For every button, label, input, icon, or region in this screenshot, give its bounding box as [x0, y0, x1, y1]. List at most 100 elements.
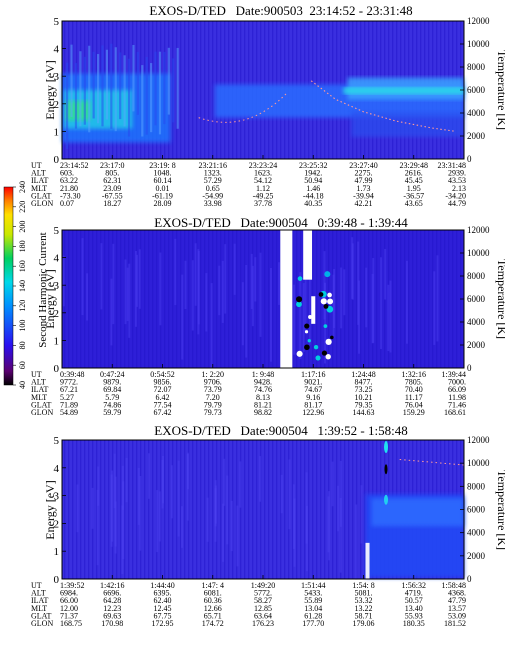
spectrogram-stripe: [206, 497, 209, 542]
spectrogram-stripe: [214, 480, 217, 527]
ephemeris-cell: 9021.: [304, 378, 322, 387]
spectrogram-stripe: [137, 467, 140, 525]
spectrogram-stripe: [236, 505, 239, 567]
ephemeris-cell: 1:24:48: [351, 370, 375, 379]
y-tick-label: 1: [54, 335, 60, 347]
spectrogram-sweep: [352, 440, 354, 579]
spectrogram-burst: [384, 464, 388, 475]
y-tick-label: 3: [54, 280, 60, 292]
y-tick-label: 3: [54, 491, 60, 503]
spectrogram-sweep: [432, 230, 434, 368]
spectrogram-stripe: [101, 45, 104, 127]
spectrogram-sweep: [312, 440, 314, 579]
spectrogram-sweep: [144, 230, 146, 368]
spectrogram-stripe: [79, 51, 82, 127]
spectrogram-sweep: [188, 440, 190, 579]
panel-3-y2-axis-label: Temperature [K]: [495, 470, 505, 550]
spectrogram-stripe: [184, 260, 187, 310]
spectrogram-stripe: [259, 456, 262, 502]
colorbar-tick-label: 120: [18, 300, 27, 312]
ephemeris-cell: 2275.: [355, 169, 373, 178]
temperature-curve: [399, 458, 465, 466]
spectrogram-stripe: [167, 47, 170, 115]
spectrogram-sweep: [320, 230, 322, 368]
ephemeris-cell: 0:54:52: [150, 370, 174, 379]
ephemeris-cell: 12.23: [103, 604, 121, 613]
ephemeris-cell: 6.42: [156, 393, 170, 402]
spectrogram-stripe: [128, 263, 131, 338]
spectrogram-stripe: [121, 465, 124, 510]
spectrogram-burst: [324, 271, 331, 278]
colorbar-tick-label: 160: [18, 260, 27, 272]
y-tick-label: 5: [54, 225, 60, 237]
spectrogram-sweep: [132, 230, 134, 368]
ephemeris-cell: 23:21:16: [199, 161, 227, 170]
spectrogram-sweep: [232, 440, 234, 579]
spectrogram-stripe: [162, 456, 165, 504]
spectrogram-stripe: [239, 461, 242, 508]
temperature-curve: [310, 80, 457, 132]
spectrogram-sweep: [424, 230, 426, 368]
spectrogram-stripe: [251, 265, 254, 327]
spectrogram-stripe: [124, 259, 127, 325]
spectrogram-sweep: [80, 230, 82, 368]
spectrogram-sweep: [168, 440, 170, 579]
ephemeris-cell: 9.16: [306, 393, 320, 402]
ephemeris-cell: 18.27: [103, 199, 121, 208]
spectrogram-stripe: [76, 484, 79, 533]
spectrogram-stripe: [127, 58, 131, 137]
spectrogram-sweep: [180, 230, 182, 368]
panel-2-axes: 0 1 2 3 4 5 0 2000 4000 6000 8000 10000 12000: [54, 225, 491, 375]
ephemeris-cell: 122.96: [302, 408, 324, 417]
panel-3-y-axis-label: Energy [eV]: [43, 480, 57, 539]
colorbar-label: Second Harmonic Current: [37, 232, 49, 347]
ephemeris-cell: -36.57: [403, 191, 424, 200]
ephemeris-row-label: UT: [31, 581, 42, 590]
spectrogram-sweep: [344, 440, 346, 579]
ephemeris-cell: 0:47:24: [100, 370, 124, 379]
ephemeris-cell: 13.40: [405, 604, 423, 613]
spectrogram-sweep: [204, 21, 206, 159]
spectrogram-sweep: [200, 440, 202, 579]
spectrogram-sweep: [316, 440, 318, 579]
spectrogram-stripe: [110, 43, 113, 129]
spectrogram-sweep: [204, 230, 206, 368]
panel-3-ephemeris-table: UT 1:39:52 1:42:16 1:44:40 1:47: 4 1:49:20 1:5…: [31, 581, 466, 628]
ephemeris-cell: 54.89: [60, 408, 78, 417]
spectrogram-sweep: [200, 21, 202, 159]
ephemeris-cell: 1:56:32: [402, 581, 426, 590]
ephemeris-cell: 170.98: [101, 619, 123, 628]
spectrogram-band: [351, 112, 464, 137]
ephemeris-cell: 47.79: [448, 596, 466, 605]
colorbar-tick-label: 80: [18, 341, 27, 349]
spectrogram-stripe: [293, 498, 296, 567]
spectrogram-burst: [313, 345, 319, 350]
ephemeris-cell: 1942.: [304, 169, 322, 178]
ephemeris-cell: 23:17:0: [100, 161, 124, 170]
ephemeris-cell: 23:23:24: [249, 161, 277, 170]
ephemeris-cell: 58.27: [254, 596, 272, 605]
spectrogram-stripe: [226, 475, 229, 545]
spectrogram-stripe: [97, 466, 100, 506]
y2-tick-label: 12000: [467, 225, 490, 235]
ephemeris-cell: 12.66: [204, 604, 222, 613]
ephemeris-cell: 1:44:40: [150, 581, 174, 590]
spectrogram-burst: [321, 350, 328, 356]
spectrogram-stripe: [172, 58, 175, 123]
y-tick-label: 1: [54, 546, 60, 558]
spectrogram-sweep: [156, 230, 158, 368]
spectrogram-sweep: [420, 230, 422, 368]
spectrogram-stripe: [436, 255, 439, 342]
spectrogram-stripe: [114, 476, 117, 547]
ephemeris-cell: 21.80: [60, 184, 78, 193]
ephemeris-cell: 58.71: [355, 611, 373, 620]
spectrogram-stripe: [123, 55, 126, 127]
ephemeris-cell: 9706.: [204, 378, 222, 387]
spectrogram-stripe: [241, 282, 244, 346]
spectrogram-stripe: [288, 459, 291, 530]
ephemeris-cell: 179.06: [353, 619, 375, 628]
data-gap: [365, 542, 370, 579]
ephemeris-cell: 81.21: [254, 400, 272, 409]
y2-tick-label: 0: [467, 154, 472, 164]
spectrogram-stripe: [214, 485, 217, 524]
